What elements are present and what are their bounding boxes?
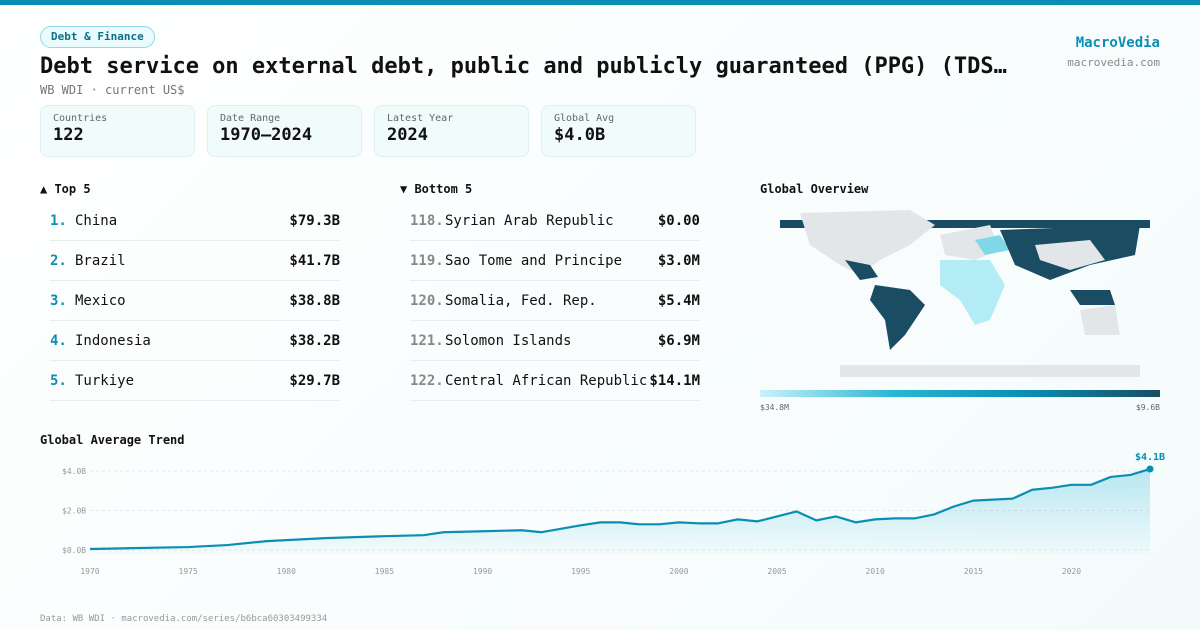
footer-source: Data: WB WDI · macrovedia.com/series/b6b…: [40, 614, 328, 624]
y-tick-label: $2.0B: [62, 507, 86, 516]
ranking-row[interactable]: 3. Mexico $38.8B: [50, 281, 340, 321]
top5-heading: ▲ Top 5: [40, 182, 91, 196]
country-value: $29.7B: [289, 372, 340, 389]
country-value: $14.1M: [649, 372, 700, 389]
category-badge[interactable]: Debt & Finance: [40, 26, 155, 48]
rank-number: 122.: [410, 372, 444, 389]
legend-max: $9.6B: [1135, 403, 1160, 412]
country-value: $6.9M: [657, 332, 700, 349]
x-tick-label: 2010: [866, 567, 885, 576]
trend-chart[interactable]: $0.0B $2.0B $4.0B 1970 1975 1980 1985 1990 1995 2…: [0, 440, 1200, 580]
map-band-north: [780, 220, 1150, 228]
country-name: Central African Republic: [445, 372, 648, 389]
page-subtitle: WB WDI · current US$: [40, 83, 185, 97]
trend-heading: Global Average Trend: [40, 433, 185, 447]
country-value: $41.7B: [289, 252, 340, 269]
country-name: Syrian Arab Republic: [445, 212, 614, 229]
ranking-row[interactable]: 119. Sao Tome and Principe $3.0M: [410, 241, 700, 281]
ranking-row[interactable]: 122. Central African Republic $14.1M: [410, 361, 700, 401]
stat-card-date-range: Date Range 1970–2024: [207, 105, 362, 157]
country-value: $79.3B: [289, 212, 340, 229]
y-tick-label: $4.0B: [62, 467, 86, 476]
x-tick-label: 1985: [375, 567, 394, 576]
map-color-legend: [760, 390, 1160, 397]
rank-number: 120.: [410, 292, 444, 309]
rank-number: 118.: [410, 212, 444, 229]
country-name: Indonesia: [75, 332, 151, 349]
bottom5-heading: ▼ Bottom 5: [400, 182, 473, 196]
country-value: $5.4M: [657, 292, 700, 309]
south-america[interactable]: [870, 285, 925, 350]
x-tick-label: 1970: [80, 567, 99, 576]
top-accent-bar: [0, 0, 1200, 5]
rank-number: 119.: [410, 252, 444, 269]
legend-min: $34.8M: [760, 403, 789, 412]
country-name: Solomon Islands: [445, 332, 572, 349]
x-tick-label: 2000: [669, 567, 688, 576]
x-tick-label: 1975: [179, 567, 198, 576]
stat-value: $4.0B: [554, 125, 606, 145]
mexico[interactable]: [845, 260, 878, 280]
antarctica: [840, 365, 1140, 377]
ranking-row[interactable]: 4. Indonesia $38.2B: [50, 321, 340, 361]
stat-value: 1970–2024: [220, 125, 313, 145]
indonesia[interactable]: [1070, 290, 1115, 305]
australia[interactable]: [1080, 305, 1120, 335]
stat-label: Global Avg: [554, 113, 615, 124]
country-name: Mexico: [75, 292, 126, 309]
last-point-marker: [1146, 465, 1154, 473]
world-map[interactable]: [760, 205, 1160, 380]
x-tick-label: 1990: [473, 567, 492, 576]
country-value: $38.8B: [289, 292, 340, 309]
x-tick-label: 1980: [277, 567, 296, 576]
country-value: $3.0M: [657, 252, 700, 269]
stat-label: Countries: [53, 113, 108, 124]
brand-url[interactable]: macrovedia.com: [1067, 56, 1160, 69]
country-name: Somalia, Fed. Rep.: [445, 292, 597, 309]
stat-card-global-avg: Global Avg $4.0B: [541, 105, 696, 157]
ranking-row[interactable]: 120. Somalia, Fed. Rep. $5.4M: [410, 281, 700, 321]
ranking-row[interactable]: 2. Brazil $41.7B: [50, 241, 340, 281]
x-tick-label: 2005: [767, 567, 786, 576]
rank-number: 1.: [50, 212, 67, 229]
africa[interactable]: [940, 260, 1005, 325]
country-name: Sao Tome and Principe: [445, 252, 623, 269]
x-tick-label: 1995: [571, 567, 590, 576]
trend-line: [89, 467, 1151, 551]
trend-area: [90, 469, 1150, 554]
rank-number: 4.: [50, 332, 67, 349]
country-name: China: [75, 212, 118, 229]
stat-card-latest-year: Latest Year 2024: [374, 105, 529, 157]
rank-number: 3.: [50, 292, 67, 309]
rank-number: 2.: [50, 252, 67, 269]
stat-label: Date Range: [220, 113, 281, 124]
country-name: Turkiye: [75, 372, 135, 389]
x-tick-label: 2015: [964, 567, 983, 576]
eastern-europe[interactable]: [975, 235, 1010, 255]
ranking-row[interactable]: 5. Turkiye $29.7B: [50, 361, 340, 401]
x-tick-label: 2020: [1062, 567, 1081, 576]
ranking-row[interactable]: 1. China $79.3B: [50, 201, 340, 241]
ranking-row[interactable]: 121. Solomon Islands $6.9M: [410, 321, 700, 361]
rank-number: 5.: [50, 372, 67, 389]
y-tick-label: $0.0B: [62, 546, 86, 555]
stat-label: Latest Year: [387, 113, 454, 124]
brand-logo[interactable]: MacroVedia: [1075, 35, 1160, 51]
north-america[interactable]: [800, 210, 935, 275]
rank-number: 121.: [410, 332, 444, 349]
stat-value: 2024: [387, 125, 428, 145]
stat-card-countries: Countries 122: [40, 105, 195, 157]
country-name: Brazil: [75, 252, 126, 269]
ranking-row[interactable]: 118. Syrian Arab Republic $0.00: [410, 201, 700, 241]
last-value-label: $4.1B: [1135, 452, 1165, 463]
country-value: $0.00: [657, 212, 700, 229]
stat-value: 122: [53, 125, 84, 145]
country-value: $38.2B: [289, 332, 340, 349]
central-asia[interactable]: [1035, 240, 1105, 270]
map-heading: Global Overview: [760, 182, 869, 196]
page-title: Debt service on external debt, public an…: [40, 54, 1007, 79]
